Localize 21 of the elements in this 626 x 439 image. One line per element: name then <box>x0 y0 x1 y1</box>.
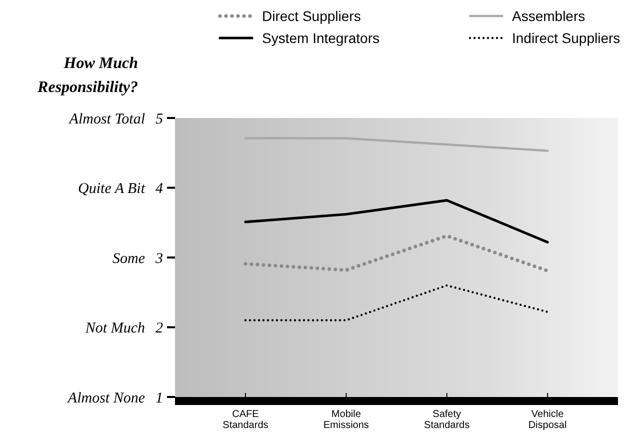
x-tick-label: Vehicle Disposal <box>528 409 567 431</box>
y-tick-label: 1 <box>156 390 163 406</box>
legend-label: System Integrators <box>262 30 380 46</box>
line-series <box>244 234 550 273</box>
text: Not Much <box>84 320 145 336</box>
line-series <box>244 199 549 244</box>
text: Some <box>112 250 146 267</box>
text: Quite A Bit <box>78 181 146 197</box>
legend-label: Assemblers <box>512 8 586 24</box>
y-tick-label: 5 <box>156 111 164 128</box>
y-tick-label: 4 <box>156 181 164 197</box>
text: Almost None <box>66 390 146 406</box>
text: Almost Total <box>68 111 145 128</box>
y-axis-title: How Much Responsibility? <box>36 55 138 96</box>
x-tick-label: Safety Standards <box>424 409 470 431</box>
x-tick-label: Mobile Emissions <box>323 409 369 431</box>
legend-label: Indirect Suppliers <box>512 30 620 46</box>
y-tick-label: 2 <box>156 320 164 336</box>
x-tick-label: CAFE Standards <box>222 409 268 431</box>
y-tick-label: 3 <box>154 250 163 267</box>
legend-label: Direct Suppliers <box>262 8 361 24</box>
